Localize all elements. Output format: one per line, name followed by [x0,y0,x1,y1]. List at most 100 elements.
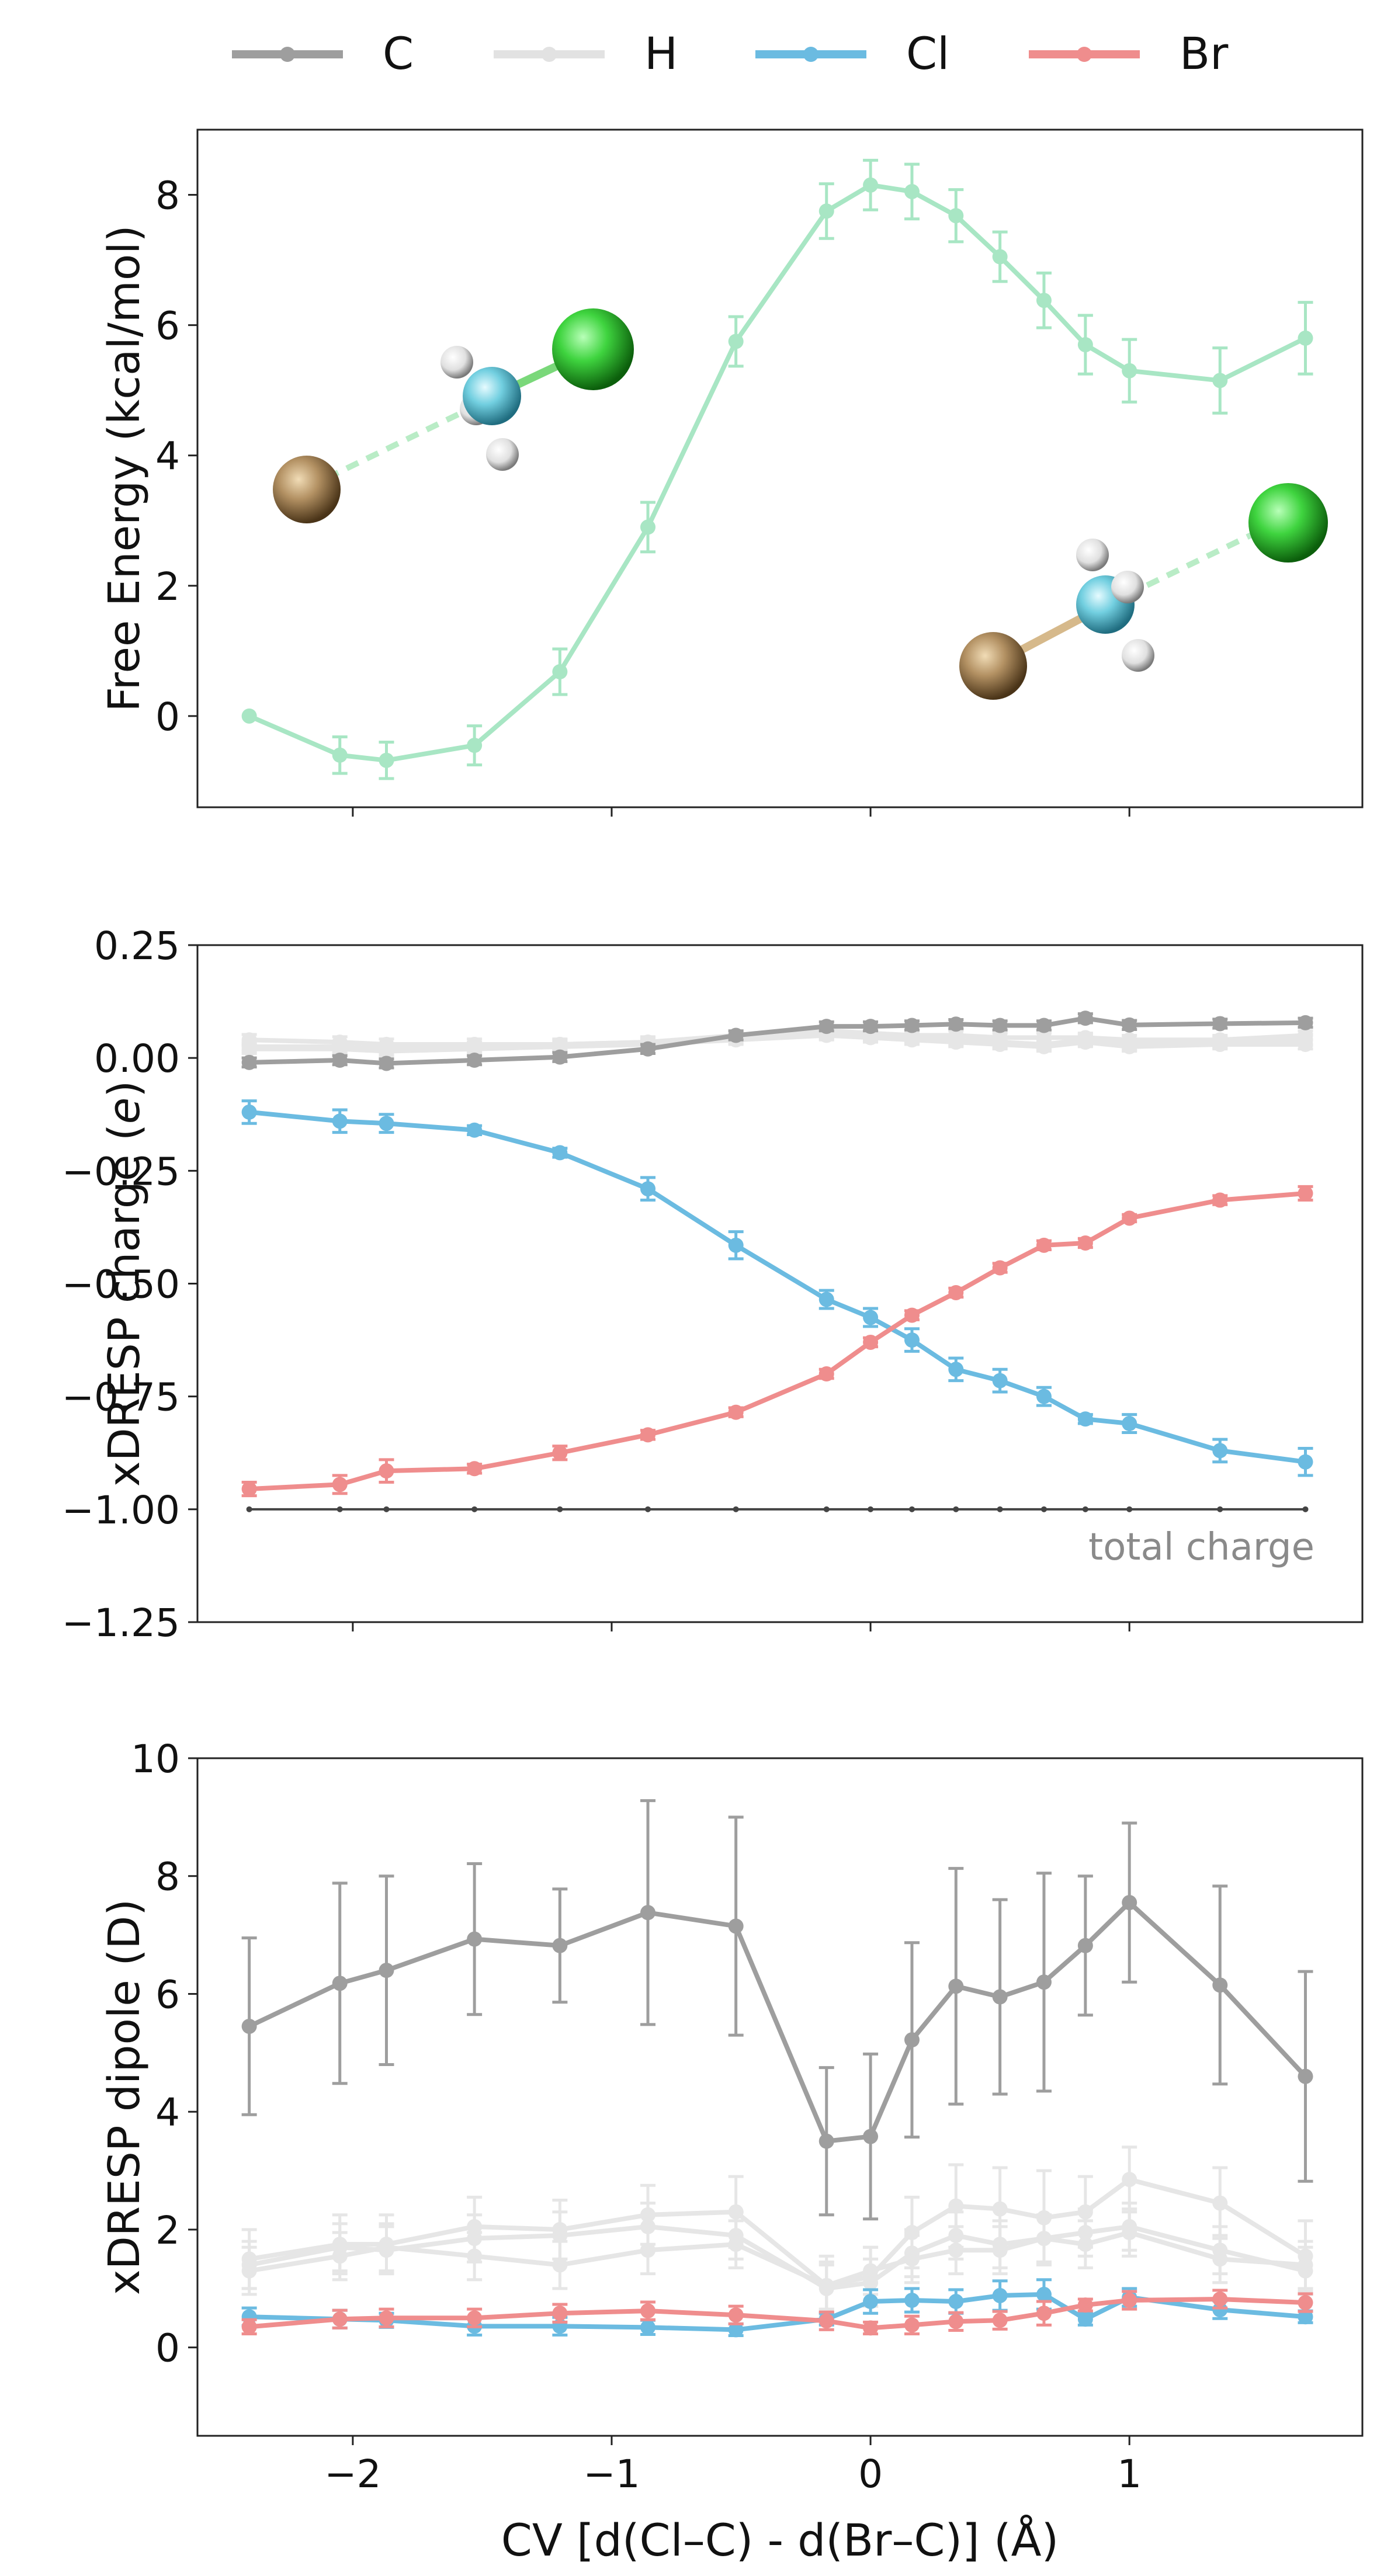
data-point [818,2278,834,2293]
data-point [948,2198,964,2214]
data-point [1212,1443,1228,1459]
y-tick-label: 2 [155,2208,180,2253]
product-hydrogen-atom [1111,571,1144,603]
data-point [467,2310,483,2326]
data-point [241,2263,257,2279]
data-point [332,1041,348,1057]
data-point [1040,1506,1047,1512]
data-point [904,1018,920,1033]
data-point [733,1506,739,1512]
y-tick-label: −0.50 [62,1262,180,1307]
data-point [332,1113,348,1129]
series-0 [241,158,1313,780]
plot-frame [196,1757,1364,2437]
legend-item-h: H [494,27,678,79]
data-point [728,1027,744,1043]
data-point [1077,1034,1093,1050]
data-point [1212,2251,1228,2267]
data-point [992,1989,1008,2005]
data-point [241,2319,257,2335]
data-point [1036,2231,1052,2247]
data-point [728,1404,744,1420]
data-point [332,747,348,763]
data-point [728,2307,744,2323]
data-point [948,2242,964,2258]
data-point [640,1181,656,1197]
data-point [332,2311,348,2327]
data-point [818,203,834,219]
data-point [1036,1018,1052,1033]
dipole-series [241,1799,1313,2338]
data-point [904,2293,920,2308]
data-point [904,2032,920,2048]
data-point [1212,373,1228,388]
data-point [1036,1039,1052,1054]
data-point [818,2133,834,2149]
data-point [1036,1388,1052,1404]
y-tick-label: −0.25 [62,1149,180,1194]
y-tick-label: −1.25 [62,1601,180,1645]
data-point [904,1032,920,1048]
reactant-hydrogen-atom [440,346,473,379]
series-line [248,1900,1307,2144]
data-point [863,2263,879,2279]
data-point [332,1477,348,1492]
free-energy-series [241,158,1313,780]
data-point [992,1018,1008,1033]
data-point [728,1918,744,1934]
data-point [552,1145,568,1161]
data-point [863,1310,879,1325]
legend-label-cl: Cl [906,27,949,79]
reactant-br-atom [273,456,341,523]
reactant-molecule-inset [273,308,634,523]
data-point [552,2228,568,2244]
series-5 [241,1185,1313,1498]
legend: C H Cl Br [232,27,1229,79]
product-cl-atom [1248,483,1328,563]
y-tick-label: 0 [155,2326,180,2371]
x-axis-label: CV [d(Cl–C) - d(Br–C)] (Å) [501,2514,1059,2566]
data-point [908,1506,915,1512]
data-point [467,1461,483,1477]
series-2 [241,2207,1313,2311]
data-point [1122,2172,1137,2188]
data-point [1077,1938,1093,1953]
data-point [823,1506,830,1512]
charge-panel: −1.25 −1.00 −0.75 −0.50 −0.25 0.00 0.25 xDRESP … [62,924,1364,1645]
data-point [1298,1036,1313,1052]
series-3 [241,1799,1313,2221]
plot-frame [196,129,1364,808]
data-point [1212,1977,1228,1993]
data-point [552,1049,568,1065]
series-line [249,1190,1306,1492]
data-point [1036,1237,1052,1253]
data-point [992,1373,1008,1388]
data-point [467,1041,483,1057]
data-point [379,1043,394,1059]
legend-label-c: C [383,27,414,79]
data-point [953,1506,959,1512]
data-point [640,1041,656,1057]
data-point [552,664,568,679]
legend-label-h: H [644,27,678,79]
series-line [248,182,1307,763]
data-point [948,1034,964,1050]
reactant-carbon-atom [463,367,521,425]
legend-item-c: C [232,27,414,79]
data-point [379,2240,394,2255]
reactant-hydrogen-atom [486,438,519,471]
data-point [383,1506,390,1512]
legend-marker-cl [803,47,818,62]
legend-item-cl: Cl [755,27,949,79]
data-point [728,2322,744,2338]
x-tick-label: 1 [1117,2452,1142,2497]
data-point [640,1905,656,1921]
data-point [1082,1506,1088,1512]
y-tick-label: 4 [155,2090,180,2135]
data-point [1298,1454,1313,1470]
data-point [868,1506,874,1512]
y-tick-label: 4 [155,434,180,479]
data-point [948,2314,964,2329]
